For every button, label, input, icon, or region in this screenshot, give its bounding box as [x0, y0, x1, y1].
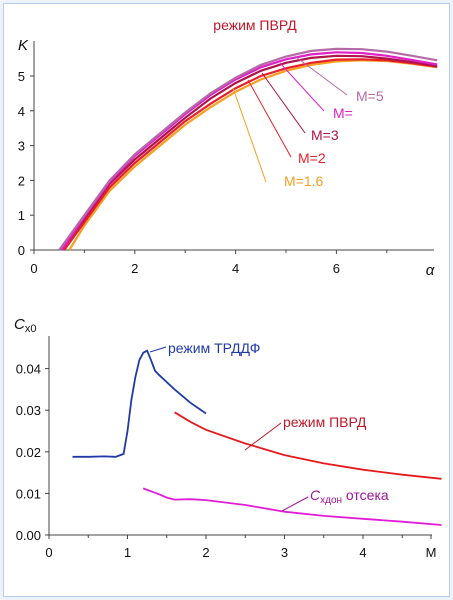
x-tick-label: 0 — [45, 545, 52, 560]
y-tick-label: 3 — [18, 139, 25, 154]
series-line — [58, 47, 438, 251]
series-line — [142, 487, 442, 526]
series-label: M=1.6 — [284, 173, 324, 189]
y-axis-label-sub: x0 — [25, 323, 37, 335]
y-tick-label: 0.04 — [16, 362, 41, 377]
annotation-trddf: режим ТРДДФ — [168, 340, 260, 356]
chart-title: режим ПВРД — [213, 17, 297, 33]
leader-pvrd — [244, 422, 282, 451]
y-tick-label: 5 — [18, 69, 25, 84]
series-leader — [247, 79, 292, 158]
y-tick-label: 0.00 — [16, 528, 41, 543]
series-leader — [295, 56, 348, 96]
cx0-mach-chart: Cx0 0.00 0.01 0.02 0.03 0.04 0 1 2 3 4 M режим ТРД… — [14, 316, 442, 560]
series-label: M= — [333, 105, 353, 121]
x-tick-label: 6 — [333, 261, 340, 276]
series-leader — [232, 87, 267, 183]
series-line — [174, 411, 442, 480]
y-tick-label: 2 — [18, 173, 25, 188]
series-label: M=3 — [311, 127, 339, 143]
x-tick-label: 0 — [30, 261, 37, 276]
x-tick-label: 4 — [359, 545, 366, 560]
annotation-cx-rest: отсека — [342, 487, 389, 503]
y-axis-label: K — [18, 37, 29, 54]
y-tick-label: 0 — [18, 243, 25, 258]
x-tick-label: 2 — [131, 261, 138, 276]
k-alpha-chart: режим ПВРД K α 0 1 2 3 4 5 0 2 4 6 M=1.6 M=2 M=3 M=M… — [18, 17, 438, 279]
annotation-cx-otseka: Cхдон отсека — [310, 487, 389, 506]
x-tick-label: 1 — [124, 545, 131, 560]
series-leader — [261, 72, 306, 134]
y-tick-label: 0.01 — [16, 486, 41, 501]
series-line — [72, 349, 207, 458]
y-tick-label: 0.03 — [16, 403, 41, 418]
y-tick-label: 1 — [18, 208, 25, 223]
leader-cx — [281, 496, 309, 512]
series-line — [60, 51, 438, 251]
x-tick-label: M — [426, 545, 437, 560]
x-tick-label: 3 — [281, 545, 288, 560]
chart-frame — [3, 3, 450, 597]
annotation-cx-sub: хдон — [320, 495, 342, 506]
annotation-pvrd: режим ПВРД — [283, 414, 367, 430]
leader-trddf — [149, 346, 167, 353]
y-tick-label: 4 — [18, 104, 25, 119]
series-line — [63, 58, 438, 251]
y-axis-label-main: C — [14, 316, 25, 333]
series-label: M=5 — [356, 88, 384, 104]
x-axis-label: α — [426, 262, 435, 279]
series-leader — [279, 62, 325, 112]
y-axis-label: Cx0 — [14, 316, 36, 335]
y-tick-label: 0.02 — [16, 445, 41, 460]
x-tick-label: 2 — [202, 545, 209, 560]
series-line — [60, 54, 438, 251]
annotation-cx-main: C — [310, 487, 321, 503]
series-label: M=2 — [298, 150, 326, 166]
x-tick-label: 4 — [232, 261, 239, 276]
